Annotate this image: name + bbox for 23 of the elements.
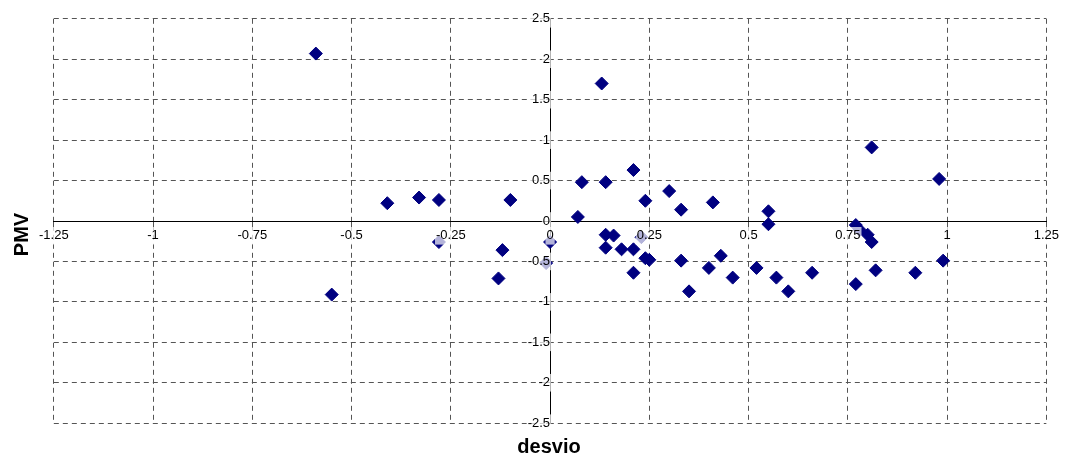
- x-tick-label: 0.25: [636, 227, 662, 243]
- y-tick-label: 2.5: [532, 10, 551, 26]
- x-tick-label: 0.75: [835, 227, 861, 243]
- x-tick-label: 0.5: [739, 227, 758, 243]
- y-tick-label: 1: [542, 131, 551, 147]
- x-tick-label: -0.5: [340, 227, 363, 243]
- y-tick-label: -1: [538, 293, 551, 309]
- x-axis-title: desvio: [516, 434, 582, 458]
- x-tick-label: -0.25: [436, 227, 466, 243]
- y-tick-label: 2: [542, 50, 551, 66]
- y-tick-label: 1.5: [532, 91, 551, 107]
- y-axis-title: PMV: [10, 212, 34, 256]
- x-tick-label: -0.75: [237, 227, 268, 243]
- y-tick-label: 0: [542, 212, 551, 228]
- x-tick-label: 1: [943, 227, 951, 243]
- x-tick-label: 1.25: [1033, 227, 1060, 243]
- y-tick-label: -2.5: [527, 414, 551, 430]
- y-tick-label: -2: [538, 374, 551, 390]
- x-tick-label: -1: [147, 227, 159, 243]
- y-tick-label: -0.5: [527, 253, 551, 269]
- y-tick-label: -1.5: [527, 333, 551, 349]
- y-tick-label: 0.5: [532, 172, 551, 188]
- x-tick-label: -1.25: [39, 227, 69, 243]
